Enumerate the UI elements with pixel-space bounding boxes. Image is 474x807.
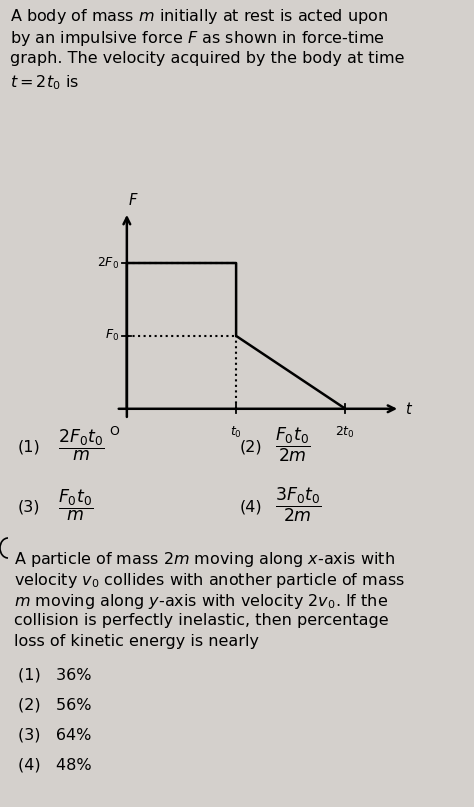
Text: graph. The velocity acquired by the body at time: graph. The velocity acquired by the body…: [10, 51, 404, 66]
Text: (2): (2): [240, 440, 263, 454]
Text: (4)   48%: (4) 48%: [18, 757, 91, 772]
Text: $t_0$: $t_0$: [230, 424, 242, 440]
Text: collision is perfectly inelastic, then percentage: collision is perfectly inelastic, then p…: [14, 613, 389, 628]
Text: (2)   56%: (2) 56%: [18, 697, 91, 712]
Text: $\dfrac{2F_0t_0}{m}$: $\dfrac{2F_0t_0}{m}$: [58, 427, 104, 462]
Text: (3)   64%: (3) 64%: [18, 727, 91, 742]
Text: $\dfrac{F_0t_0}{2m}$: $\dfrac{F_0t_0}{2m}$: [275, 426, 310, 464]
Text: $F$: $F$: [128, 192, 139, 208]
Text: (4): (4): [240, 500, 263, 515]
Text: (3): (3): [18, 500, 40, 515]
Text: A body of mass $m$ initially at rest is acted upon: A body of mass $m$ initially at rest is …: [10, 7, 388, 26]
Text: (1): (1): [18, 440, 41, 454]
Text: $F_0$: $F_0$: [105, 328, 119, 344]
Text: $m$ moving along $y$-axis with velocity $2v_0$. If the: $m$ moving along $y$-axis with velocity …: [14, 592, 388, 611]
Text: $\dfrac{F_0t_0}{m}$: $\dfrac{F_0t_0}{m}$: [58, 487, 93, 523]
Text: velocity $v_0$ collides with another particle of mass: velocity $v_0$ collides with another par…: [14, 571, 405, 590]
Text: $\dfrac{3F_0t_0}{2m}$: $\dfrac{3F_0t_0}{2m}$: [275, 486, 321, 525]
Text: A particle of mass $2m$ moving along $x$-axis with: A particle of mass $2m$ moving along $x$…: [14, 550, 395, 569]
Text: loss of kinetic energy is nearly: loss of kinetic energy is nearly: [14, 634, 259, 649]
Text: $2t_0$: $2t_0$: [336, 424, 356, 440]
Text: $t = 2t_0$ is: $t = 2t_0$ is: [10, 73, 79, 92]
Text: by an impulsive force $F$ as shown in force-time: by an impulsive force $F$ as shown in fo…: [10, 29, 385, 48]
Text: O: O: [109, 424, 118, 438]
Text: $2F_0$: $2F_0$: [97, 256, 119, 270]
Text: $t$: $t$: [405, 401, 414, 416]
Text: (1)   36%: (1) 36%: [18, 667, 91, 682]
